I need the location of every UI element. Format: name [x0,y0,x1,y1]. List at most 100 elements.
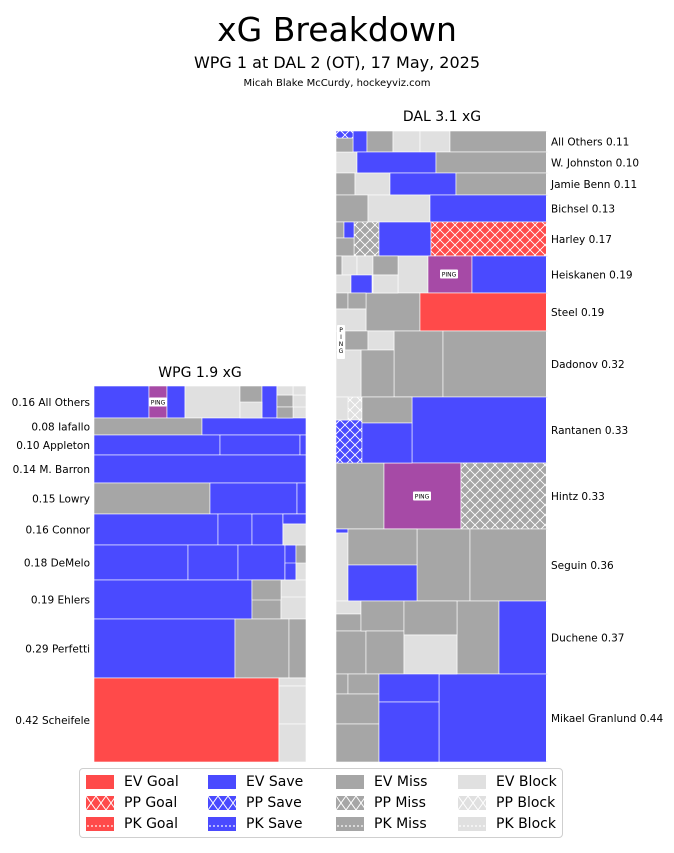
player-block: 0.08 Iafallo [31,417,307,436]
player-label: Seguin 0.36 [551,560,614,572]
pp-miss-shot [460,462,549,530]
chart-subtitle: WPG 1 at DAL 2 (OT), 17 May, 2025 [193,53,481,72]
pp-goal-shot [430,221,549,257]
wpg-treemap: WPG 1.9 xG 0.16 All Others 0.08 Iafallo 0.1… [12,365,307,763]
block-edge [546,529,548,601]
legend-item: EV Save [208,772,303,792]
ev-miss-shot [344,330,369,351]
ev-miss-shot [335,194,369,223]
ev-miss-shot [435,151,549,174]
legend-swatch [336,817,364,831]
ev-save-shot [209,482,298,515]
player-label: 0.16 All Others [12,397,90,409]
legend-label: PK Save [246,816,303,832]
player-label: 0.18 DeMelo [24,557,90,569]
block-edge [546,601,548,674]
block-edge [546,152,548,173]
player-label: Duchene 0.37 [551,632,624,644]
legend-swatch [208,817,236,831]
ev-save-shot [93,579,253,620]
ev-miss-shot [335,172,356,196]
ev-save-shot [361,422,413,464]
ev-save-shot [347,564,418,602]
ev-miss-shot [93,482,211,515]
block-edge [546,397,548,463]
ping-tag [440,269,458,279]
legend-swatch [86,817,114,831]
player-label: 0.29 Perfetti [25,643,90,655]
ev-miss-shot [288,618,307,679]
ev-miss-shot [393,330,444,398]
player-block: 0.10 Appleton [16,434,307,456]
chart-credit: Micah Blake McCurdy, hockeyviz.com [243,78,431,89]
block-edge [546,256,548,293]
legend-label: PP Block [496,795,556,811]
ev-save-shot [471,255,549,294]
ev-block-shot [403,634,458,675]
ev-save-shot [261,385,278,419]
ev-miss-shot [276,406,294,419]
ev-miss-shot [365,630,405,675]
ev-save-shot [237,544,286,581]
ev-block-shot [278,677,307,687]
ev-block-shot [335,532,349,602]
legend-label: EV Goal [124,774,179,790]
legend-label: PK Miss [374,816,427,832]
block-edge [546,131,548,152]
ev-goal-shot [93,677,280,763]
ev-miss-shot [335,237,355,257]
player-block: All Others 0.11 [335,130,629,153]
legend-swatch [336,796,364,810]
ev-miss-shot [449,130,549,153]
ev-block-shot [367,330,395,351]
ping-text: G [339,348,344,355]
ev-miss-shot [366,130,394,153]
ev-block-shot [292,394,307,408]
ev-block-shot [239,401,263,419]
pp-save-shot [335,130,354,139]
ping-text: I [340,334,342,341]
pp-save-shot [335,419,363,464]
player-block: 0.16 Connor [25,513,307,546]
ping-markers: PING PING PING PING [149,269,458,501]
ev-miss-shot [403,600,458,636]
ev-save-shot [296,482,307,515]
player-label: 0.16 Connor [25,524,90,536]
ev-miss-shot [335,693,380,725]
legend-swatch [208,775,236,789]
ev-save-shot [498,600,549,675]
ev-miss-shot [335,221,345,239]
legend-label: PK Goal [124,816,178,832]
player-label: Rantanen 0.33 [551,425,628,437]
ev-miss-shot [347,673,380,695]
player-label: 0.42 Scheifele [15,715,90,727]
legend-item: PK Block [458,814,556,834]
block-edge [546,463,548,529]
ev-miss-shot [360,349,395,398]
player-block: Jamie Benn 0.11 [335,172,637,196]
ev-miss-shot [335,462,385,530]
ev-save-shot [299,434,307,456]
ev-miss-shot [251,579,282,601]
ev-miss-shot [276,394,294,408]
player-block: Hintz 0.33 [335,462,605,530]
player-block: 0.15 Lowry [32,482,307,515]
ev-block-shot [280,579,307,598]
ev-miss-shot [416,528,471,602]
ev-block-shot [276,385,294,396]
ev-miss-shot [335,630,367,675]
team-title: WPG 1.9 xG [158,365,241,381]
ev-save-shot [93,544,189,581]
ev-miss-shot [335,613,362,632]
legend-item: PK Goal [86,814,178,834]
ev-miss-shot [469,528,549,602]
ev-save-shot [166,385,186,419]
ping-text: PING [151,399,166,406]
legend-item: PP Block [458,793,555,813]
legend-swatch [458,796,486,810]
legend-item: EV Goal [86,772,179,792]
ev-save-shot [389,172,457,196]
player-label: Dadonov 0.32 [551,359,625,371]
ev-save-shot [356,151,437,174]
